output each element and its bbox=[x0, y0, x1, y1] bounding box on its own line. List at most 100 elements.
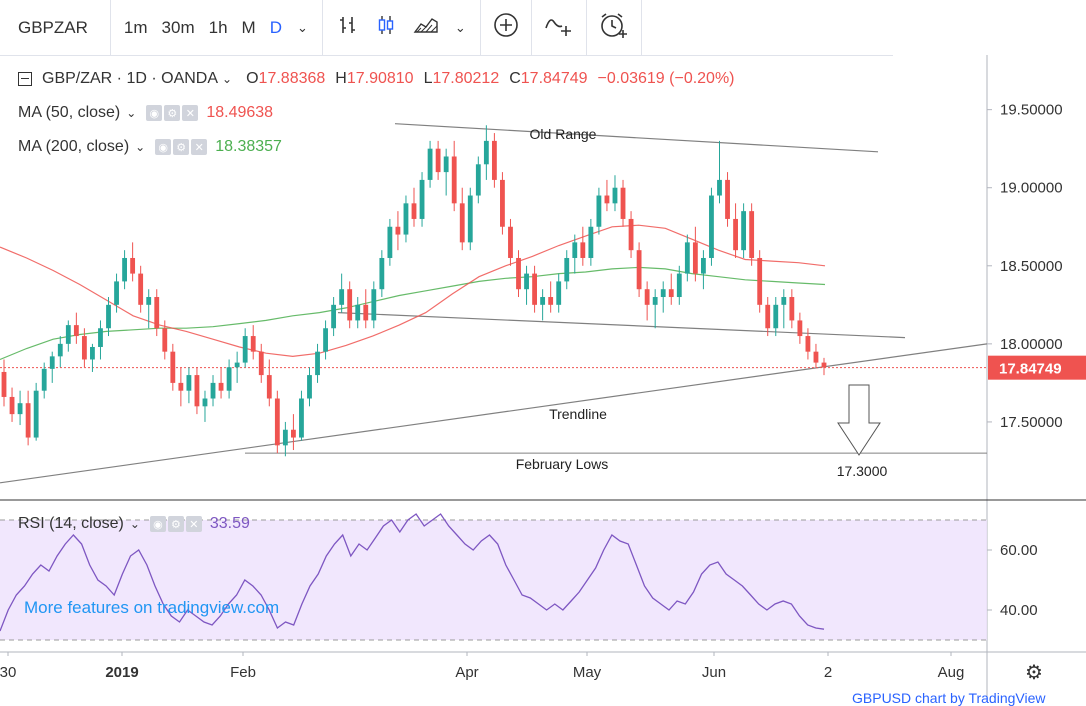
interval-month[interactable]: M bbox=[241, 17, 256, 37]
candle-body bbox=[451, 156, 457, 204]
ma50-label[interactable]: MA (50, close) bbox=[18, 104, 121, 121]
compare-symbol-icon[interactable] bbox=[532, 12, 586, 43]
candle-body bbox=[660, 289, 666, 298]
chart-style-chevron-icon[interactable]: ⌄ bbox=[454, 19, 466, 35]
toolbar-divider bbox=[321, 0, 323, 55]
candle-body bbox=[676, 273, 682, 298]
candle bbox=[81, 328, 87, 368]
footer-attribution-link[interactable]: GBPUSD chart by TradingView bbox=[852, 690, 1046, 706]
ma200-value: 18.38357 bbox=[215, 138, 282, 155]
candle bbox=[709, 187, 714, 266]
candle bbox=[516, 250, 521, 298]
rsi-settings-icon[interactable]: ⚙ bbox=[167, 516, 184, 532]
toolbar-divider bbox=[640, 0, 642, 55]
last-price-tag-label: 17.84749 bbox=[999, 361, 1062, 378]
ma200-visibility-icon[interactable]: ◉ bbox=[155, 139, 172, 155]
candle bbox=[797, 312, 803, 344]
candle bbox=[363, 289, 369, 329]
february-lows-label: February Lows bbox=[516, 456, 609, 472]
candle-body bbox=[733, 218, 738, 251]
candles-style-icon[interactable] bbox=[367, 14, 405, 41]
candle bbox=[138, 265, 144, 313]
bars-style-icon[interactable] bbox=[329, 14, 367, 41]
collapse-legend-icon[interactable] bbox=[18, 72, 32, 86]
ma200-settings-icon[interactable]: ⚙ bbox=[173, 139, 190, 155]
candle bbox=[725, 172, 730, 227]
candle-body bbox=[813, 351, 819, 363]
candle bbox=[331, 297, 337, 337]
ma200-remove-icon[interactable]: ✕ bbox=[191, 139, 208, 155]
area-style-icon[interactable] bbox=[405, 14, 447, 41]
candle bbox=[25, 390, 31, 446]
candle bbox=[443, 148, 449, 196]
interval-1m[interactable]: 1m bbox=[123, 17, 148, 37]
candle bbox=[57, 336, 63, 368]
rsi-visibility-icon[interactable]: ◉ bbox=[149, 516, 166, 532]
candle bbox=[162, 320, 168, 360]
interval-dropdown-chevron-icon[interactable]: ⌄ bbox=[296, 19, 308, 35]
candle-body bbox=[628, 218, 634, 251]
chart-area[interactable]: 19.50000 19.00000 18.50000 18.00000 17.50000… bbox=[0, 55, 1086, 701]
candle bbox=[580, 226, 586, 266]
title-chevron-icon[interactable]: ⌄ bbox=[222, 72, 233, 86]
candle-body bbox=[749, 211, 755, 258]
tradingview-promo-link[interactable]: More features on tradingview.com bbox=[24, 598, 280, 617]
price-tick-label-2: 18.50000 bbox=[1000, 258, 1063, 275]
candle-body bbox=[757, 257, 763, 305]
candle bbox=[202, 390, 208, 422]
candle-body bbox=[516, 257, 521, 290]
candle bbox=[588, 218, 594, 266]
ma200-label[interactable]: MA (200, close) bbox=[18, 138, 130, 155]
interval-30m[interactable]: 30m bbox=[161, 17, 195, 37]
candle bbox=[572, 234, 578, 274]
last-price-tag bbox=[988, 355, 1086, 380]
candle bbox=[282, 421, 288, 457]
chart-settings-gear-icon[interactable]: ⚙ bbox=[1025, 662, 1043, 684]
add-indicator-icon[interactable] bbox=[481, 12, 531, 43]
candle-body bbox=[580, 242, 586, 258]
candle-body bbox=[170, 351, 176, 383]
rsi-chevron-icon[interactable]: ⌄ bbox=[129, 517, 140, 531]
candle-body bbox=[805, 336, 811, 352]
rsi-label[interactable]: RSI (14, close) bbox=[18, 515, 124, 532]
candle-body bbox=[508, 226, 513, 258]
candle bbox=[178, 367, 184, 407]
symbol-search-button[interactable]: GBPZAR bbox=[18, 17, 88, 37]
price-chart-svg[interactable]: 19.50000 19.00000 18.50000 18.00000 17.50000… bbox=[0, 55, 1086, 701]
candle bbox=[98, 320, 103, 360]
candle bbox=[813, 343, 819, 368]
interval-1h[interactable]: 1h bbox=[208, 17, 228, 37]
ma50-visibility-icon[interactable]: ◉ bbox=[146, 105, 163, 121]
toolbar-divider bbox=[479, 0, 481, 55]
time-tick-label-0: 30 bbox=[0, 664, 16, 681]
candle bbox=[1, 359, 7, 407]
interval-day[interactable]: D bbox=[269, 17, 282, 37]
ma50-chevron-icon[interactable]: ⌄ bbox=[126, 106, 137, 120]
alert-clock-icon[interactable] bbox=[587, 11, 641, 44]
candle bbox=[508, 218, 513, 266]
candle-body bbox=[274, 398, 280, 446]
candle-body bbox=[636, 250, 642, 290]
candle-body bbox=[419, 179, 425, 219]
ma50-remove-icon[interactable]: ✕ bbox=[182, 105, 199, 121]
candle bbox=[33, 382, 39, 441]
time-tick-label-2: Feb bbox=[230, 664, 256, 681]
old-range-lower-line bbox=[337, 312, 906, 339]
candle bbox=[371, 281, 377, 329]
ma50-settings-icon[interactable]: ⚙ bbox=[164, 105, 181, 121]
symbol-title[interactable]: GBP/ZAR · 1D · OANDA bbox=[42, 70, 219, 87]
rsi-legend: RSI (14, close) ⌄ ◉ ⚙ ✕ 33.59 bbox=[18, 515, 250, 533]
rsi-remove-icon[interactable]: ✕ bbox=[185, 516, 202, 532]
candle bbox=[620, 179, 626, 227]
candle bbox=[194, 367, 200, 415]
candle-body bbox=[411, 203, 417, 219]
ma200-chevron-icon[interactable]: ⌄ bbox=[135, 140, 146, 154]
candle-body bbox=[371, 289, 377, 321]
candle-body bbox=[644, 289, 650, 305]
target-price-label: 17.3000 bbox=[837, 463, 888, 479]
candle-body bbox=[524, 273, 529, 290]
candle-body bbox=[57, 343, 63, 357]
candle-body bbox=[17, 403, 23, 415]
candle-body bbox=[491, 140, 497, 180]
candle bbox=[781, 289, 787, 329]
